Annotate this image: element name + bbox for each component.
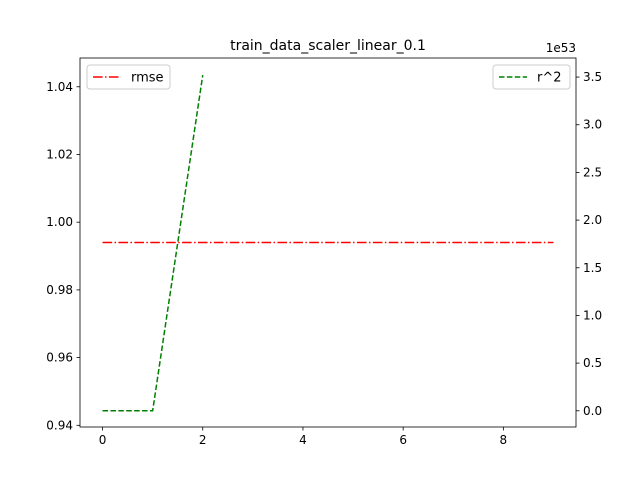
- series-line-r2: [102, 75, 204, 412]
- plot-frame: [79, 57, 577, 428]
- x-tick-label: 4: [299, 433, 307, 447]
- chart-title: train_data_scaler_linear_0.1: [230, 38, 426, 54]
- legend-label-r2: r^2: [537, 71, 562, 86]
- x-tick-label: 2: [199, 433, 207, 447]
- right-y-tick-label: 1.5: [583, 261, 602, 275]
- right-y-tick-label: 3.5: [583, 70, 602, 84]
- left-y-tick-label: 0.94: [46, 418, 73, 432]
- right-y-tick-label: 2.0: [583, 213, 602, 227]
- legend-label-rmse: rmse: [131, 71, 164, 86]
- right-y-tick-label: 3.0: [583, 118, 602, 132]
- right-y-tick-label: 0.0: [583, 404, 602, 418]
- right-axis-offset-label: 1e53: [546, 41, 576, 55]
- left-y-tick-label: 1.04: [46, 80, 73, 94]
- legend-r2: r^2: [492, 64, 571, 90]
- left-y-tick-label: 1.02: [46, 147, 73, 161]
- right-y-tick-label: 1.0: [583, 308, 602, 322]
- right-y-tick-label: 2.5: [583, 165, 602, 179]
- right-y-tick-label: 0.5: [583, 356, 602, 370]
- left-y-tick-label: 0.98: [46, 283, 73, 297]
- left-y-tick-label: 0.96: [46, 351, 73, 365]
- left-y-tick-label: 1.00: [46, 215, 73, 229]
- x-tick-label: 0: [99, 433, 107, 447]
- legend-rmse: rmse: [86, 64, 171, 90]
- x-tick-label: 6: [399, 433, 407, 447]
- x-tick-label: 8: [500, 433, 508, 447]
